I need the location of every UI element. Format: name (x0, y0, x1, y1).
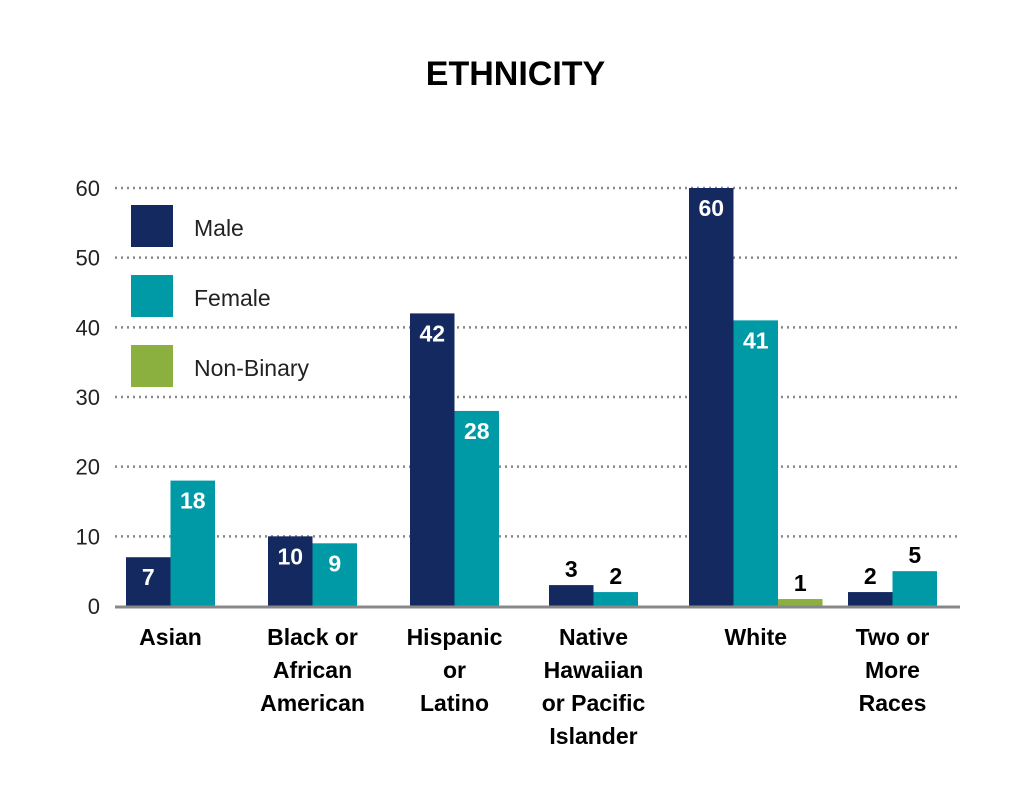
x-category-label: Asian (139, 624, 202, 650)
data-label: 28 (464, 418, 490, 444)
x-category-label: Hispanic (407, 624, 503, 650)
x-category-label: Black or (267, 624, 358, 650)
legend-swatch (131, 345, 173, 387)
bar-female (170, 480, 215, 606)
y-tick-label: 20 (76, 455, 100, 480)
legend-label: Male (194, 215, 244, 241)
x-category-label: American (260, 690, 365, 716)
y-tick-label: 40 (76, 315, 100, 340)
bar-female (892, 571, 937, 606)
x-category-label: Islander (549, 723, 637, 749)
legend-label: Non-Binary (194, 355, 310, 381)
y-tick-label: 50 (76, 246, 100, 271)
bar-male (410, 313, 455, 606)
bar-female (733, 320, 778, 606)
bar-male (848, 592, 893, 606)
x-category-label: More (865, 657, 920, 683)
data-label: 5 (908, 542, 921, 568)
data-label: 1 (794, 570, 807, 596)
x-category-label: Hawaiian (544, 657, 644, 683)
data-label: 2 (609, 563, 622, 589)
x-category-label: African (273, 657, 352, 683)
bar-male (549, 585, 594, 606)
x-category-label: Latino (420, 690, 489, 716)
data-label: 7 (142, 564, 155, 590)
bar-male (268, 536, 313, 606)
legend-swatch (131, 205, 173, 247)
bar-female (454, 410, 499, 606)
data-label: 9 (328, 550, 341, 576)
legend-swatch (131, 275, 173, 317)
data-label: 41 (743, 327, 769, 353)
x-category-label: Two or (856, 624, 930, 650)
x-category-label: or (443, 657, 466, 683)
data-label: 2 (864, 563, 877, 589)
x-category-label: Native (559, 624, 628, 650)
bar-female (312, 543, 357, 606)
y-tick-label: 30 (76, 385, 100, 410)
y-tick-label: 10 (76, 524, 100, 549)
x-category-label: Races (859, 690, 927, 716)
x-category-label: or Pacific (542, 690, 646, 716)
y-tick-label: 0 (88, 594, 100, 619)
legend-label: Female (194, 285, 271, 311)
bar-non-binary (778, 599, 823, 606)
data-label: 60 (698, 195, 724, 221)
bar-female (593, 592, 638, 606)
data-label: 10 (277, 543, 303, 569)
bar-male (126, 557, 171, 606)
bar-male (689, 188, 734, 606)
chart-title: ETHNICITY (425, 55, 606, 93)
data-label: 3 (565, 556, 578, 582)
data-label: 42 (419, 320, 445, 346)
x-category-label: White (724, 624, 787, 650)
y-tick-label: 60 (76, 176, 100, 201)
data-label: 18 (180, 488, 206, 514)
